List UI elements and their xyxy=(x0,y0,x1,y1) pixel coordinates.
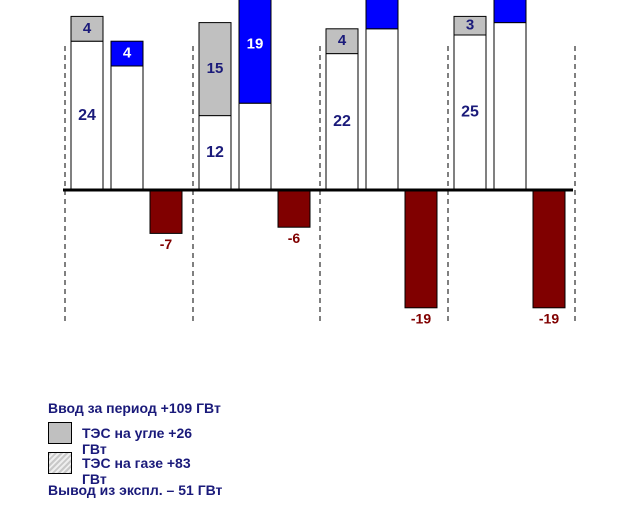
label-added-0: 4 xyxy=(123,45,132,62)
bar-added-3 xyxy=(493,0,527,24)
bar-base-0 xyxy=(70,40,104,191)
bar-added-base-2 xyxy=(365,28,399,191)
label-retired-2: -19 xyxy=(411,311,431,327)
legend-total-input: Ввод за период +109 ГВт xyxy=(48,400,221,416)
bar-retired-3 xyxy=(532,189,566,309)
bar-coal-3 xyxy=(453,15,487,36)
legend-coal-label: ТЭС на угле +26 xyxy=(82,425,193,441)
bar-base-2 xyxy=(325,53,359,191)
legend-coal-swatch xyxy=(48,422,72,444)
label-base-0: 24 xyxy=(78,107,96,124)
bar-added-base-3 xyxy=(493,22,527,191)
label-coal-0: 4 xyxy=(83,20,92,37)
bar-added-base-1 xyxy=(238,102,272,191)
label-added-1: 19 xyxy=(247,35,264,52)
label-base-1: 12 xyxy=(206,144,224,161)
legend-gas-label: ТЭС на газе +83 xyxy=(82,455,191,471)
label-base-3: 25 xyxy=(461,104,479,121)
bar-coal-0 xyxy=(70,15,104,42)
label-retired-0: -7 xyxy=(160,236,173,252)
label-retired-3: -19 xyxy=(539,311,559,327)
legend-gas-unit: ГВт xyxy=(82,471,107,487)
label-retired-1: -6 xyxy=(288,230,301,246)
legend-retired: Вывод из экспл. – 51 ГВт xyxy=(48,482,223,498)
legend-coal-unit: ГВт xyxy=(82,441,107,457)
label-coal-3: 3 xyxy=(466,17,474,34)
legend-gas-swatch xyxy=(48,452,72,474)
label-base-2: 22 xyxy=(333,113,351,130)
bar-base-3 xyxy=(453,34,487,191)
bar-added-2 xyxy=(365,0,399,30)
bar-retired-2 xyxy=(404,189,438,309)
bar-coal-1 xyxy=(198,22,232,117)
bar-added-base-0 xyxy=(110,65,144,191)
bar-coal-2 xyxy=(325,28,359,55)
bar-retired-0 xyxy=(149,189,183,234)
label-coal-2: 4 xyxy=(338,32,347,49)
label-coal-1: 15 xyxy=(207,60,224,77)
bar-added-0 xyxy=(110,40,144,67)
bar-retired-1 xyxy=(277,189,311,228)
bar-added-1 xyxy=(238,0,272,104)
